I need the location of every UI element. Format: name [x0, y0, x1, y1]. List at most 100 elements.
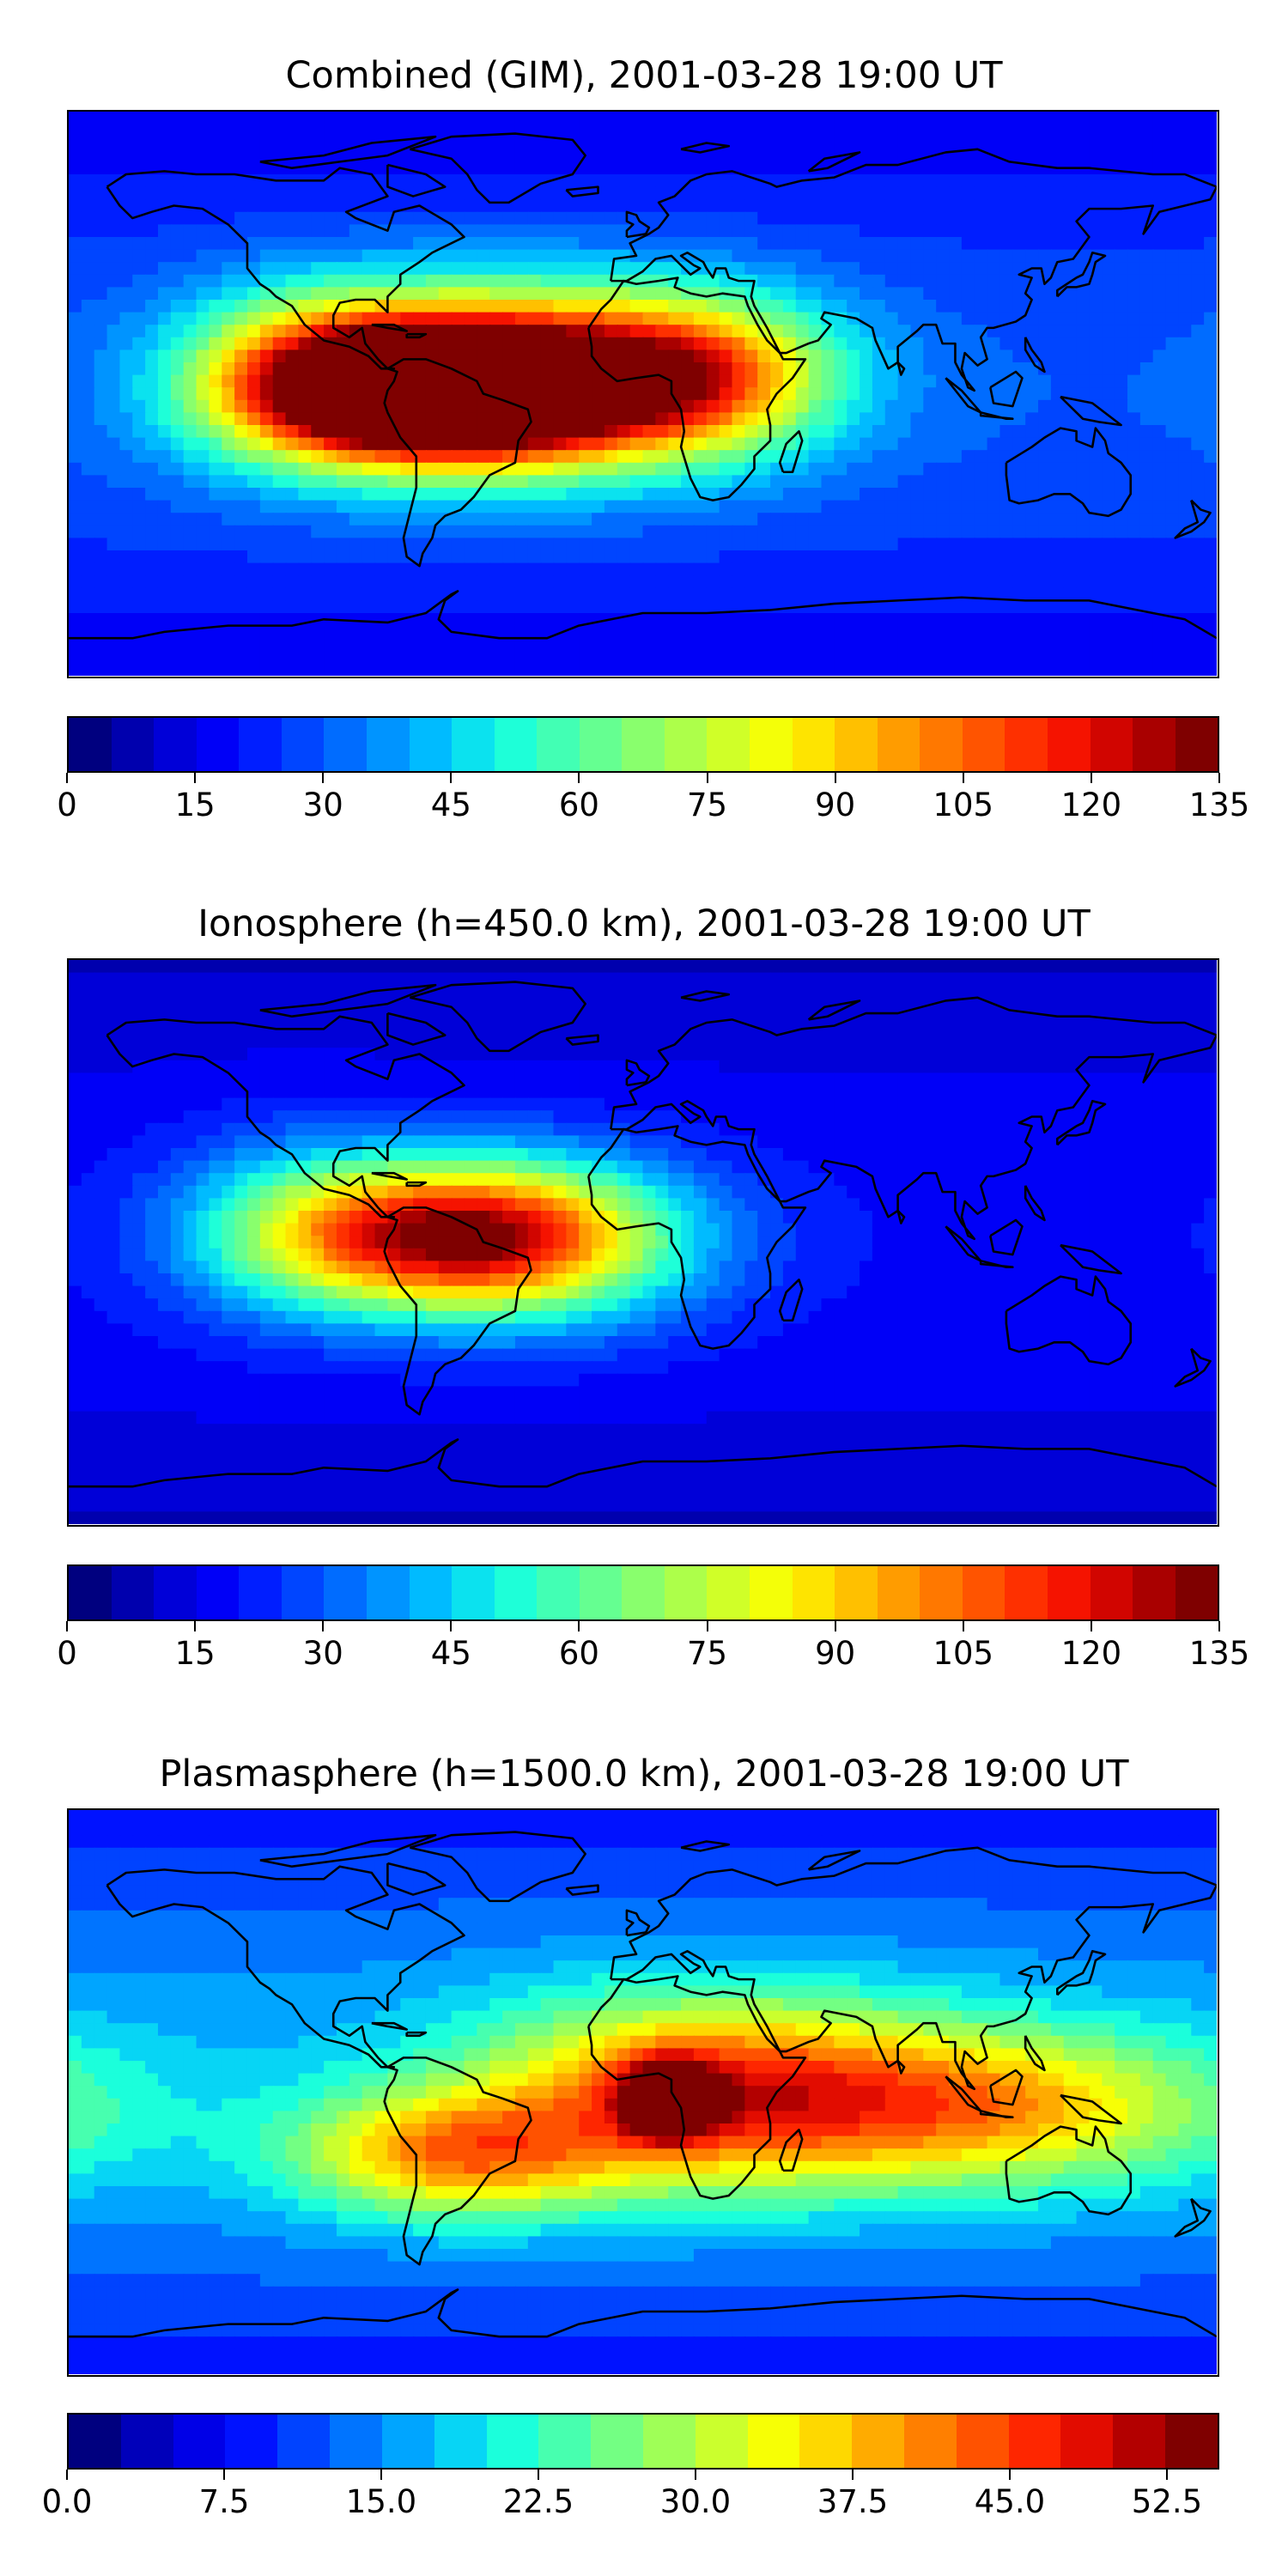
- tec-cell: [617, 960, 631, 974]
- tec-cell: [157, 562, 172, 577]
- tec-cell: [157, 374, 172, 389]
- tec-cell: [464, 1060, 478, 1074]
- tec-cell: [145, 274, 160, 289]
- tec-cell: [655, 161, 670, 176]
- tec-cell: [145, 237, 160, 251]
- tec-cell: [540, 349, 555, 364]
- tec-cell: [617, 174, 631, 188]
- tec-cell: [706, 1035, 720, 1049]
- tec-cell: [81, 325, 95, 338]
- tec-cell: [757, 450, 772, 464]
- tec-cell: [1165, 387, 1180, 401]
- tec-cell: [1191, 985, 1206, 999]
- tec-cell: [566, 450, 580, 464]
- tec-cell: [81, 399, 95, 414]
- tec-cell: [999, 488, 1014, 501]
- tec-cell: [132, 1035, 147, 1049]
- tec-cell: [311, 124, 325, 138]
- tec-cell: [1038, 538, 1052, 552]
- tec-cell: [1152, 425, 1167, 439]
- tec-cell: [579, 399, 593, 414]
- tec-cell: [132, 525, 147, 539]
- tec-cell: [974, 450, 988, 464]
- tec-cell: [451, 312, 465, 326]
- tec-cell: [502, 237, 517, 251]
- tec-cell: [489, 274, 504, 289]
- tec-cell: [1050, 600, 1065, 615]
- tec-cell: [1115, 450, 1129, 464]
- tec-cell: [668, 161, 683, 176]
- tec-cell: [1178, 960, 1193, 974]
- tec-cell: [872, 161, 886, 176]
- tec-cell: [860, 362, 874, 376]
- tec-cell: [795, 960, 810, 974]
- tec-cell: [834, 237, 848, 251]
- tec-cell: [566, 575, 580, 589]
- tec-cell: [106, 149, 121, 163]
- tec-cell: [1115, 199, 1129, 213]
- tec-cell: [1204, 149, 1217, 163]
- tec-cell: [1102, 137, 1116, 150]
- tec-cell: [1204, 450, 1217, 464]
- tec-cell: [157, 425, 172, 439]
- tec-cell: [732, 638, 746, 652]
- tec-cell: [234, 337, 249, 351]
- tec-cell: [847, 960, 861, 974]
- tec-cell: [222, 249, 236, 264]
- tec-cell: [1139, 112, 1154, 125]
- tec-cell: [1191, 300, 1206, 313]
- tec-cell: [311, 1072, 325, 1087]
- tec-cell: [961, 500, 975, 514]
- tec-cell: [847, 287, 861, 301]
- tec-cell: [1204, 211, 1217, 226]
- tec-cell: [579, 663, 593, 676]
- tec-cell: [272, 638, 287, 652]
- tec-cell: [324, 513, 338, 526]
- tec-cell: [1139, 575, 1154, 589]
- tec-cell: [1165, 625, 1180, 640]
- tec-cell: [1012, 997, 1027, 1012]
- tec-cell: [514, 600, 529, 615]
- tec-cell: [629, 997, 644, 1012]
- tec-cell: [744, 550, 759, 564]
- tec-cell: [1038, 300, 1052, 313]
- tec-cell: [629, 312, 644, 326]
- tec-cell: [719, 337, 733, 351]
- tec-cell: [1204, 186, 1217, 201]
- tec-cell: [451, 112, 465, 125]
- tec-cell: [1038, 112, 1052, 125]
- tec-cell: [744, 462, 759, 477]
- tec-cell: [732, 575, 746, 589]
- tec-cell: [132, 960, 147, 974]
- tec-cell: [451, 186, 465, 201]
- tec-cell: [349, 972, 363, 987]
- tec-cell: [1102, 224, 1116, 239]
- tec-cell: [693, 112, 708, 125]
- tec-cell: [298, 1035, 313, 1049]
- tec-cell: [808, 538, 823, 552]
- tec-cell: [579, 462, 593, 477]
- tec-cell: [1050, 237, 1065, 251]
- tec-cell: [910, 525, 925, 539]
- tec-cell: [336, 513, 350, 526]
- tec-cell: [1178, 112, 1193, 125]
- tec-cell: [553, 349, 568, 364]
- tec-cell: [961, 237, 975, 251]
- tec-cell: [782, 124, 797, 138]
- tec-cell: [438, 513, 453, 526]
- tec-cell: [451, 1010, 465, 1024]
- tec-cell: [757, 650, 772, 665]
- tec-cell: [579, 300, 593, 313]
- tec-cell: [170, 312, 185, 326]
- tec-cell: [132, 374, 147, 389]
- tec-cell: [668, 149, 683, 163]
- tec-cell: [170, 513, 185, 526]
- tec-cell: [438, 1035, 453, 1049]
- tec-cell: [451, 600, 465, 615]
- tick-label: 30: [302, 787, 343, 823]
- tec-cell: [502, 538, 517, 552]
- tec-cell: [374, 412, 389, 427]
- tec-cell: [324, 186, 338, 201]
- tec-cell: [183, 262, 197, 276]
- tec-cell: [196, 149, 210, 163]
